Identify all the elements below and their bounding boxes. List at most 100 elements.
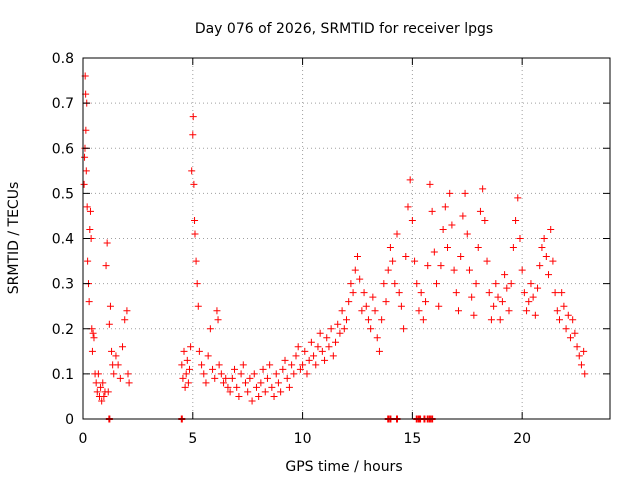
data-point xyxy=(353,253,361,261)
data-point xyxy=(180,347,188,355)
data-point xyxy=(411,257,419,265)
data-point xyxy=(564,311,572,319)
data-point xyxy=(200,370,208,378)
data-point xyxy=(360,289,368,297)
data-point xyxy=(505,307,513,315)
data-point xyxy=(549,257,557,265)
data-point xyxy=(312,361,320,369)
data-point xyxy=(274,379,282,387)
data-point xyxy=(88,347,96,355)
data-point xyxy=(290,370,298,378)
data-point xyxy=(538,244,546,252)
data-point xyxy=(316,329,324,337)
data-point xyxy=(463,230,471,238)
data-point xyxy=(364,316,372,324)
data-point xyxy=(277,388,285,396)
data-point xyxy=(244,388,252,396)
y-tick-label: 0.1 xyxy=(52,367,74,383)
data-point xyxy=(215,361,223,369)
data-point xyxy=(404,203,412,211)
data-point xyxy=(536,262,544,270)
data-point xyxy=(487,316,495,324)
data-point xyxy=(233,383,241,391)
data-point xyxy=(248,397,256,405)
data-point xyxy=(437,262,445,270)
data-point xyxy=(446,189,454,197)
data-point xyxy=(349,289,357,297)
data-point xyxy=(419,316,427,324)
data-point xyxy=(529,293,537,301)
data-point xyxy=(108,347,116,355)
data-point xyxy=(82,167,90,175)
data-point xyxy=(195,347,203,355)
data-point xyxy=(518,266,526,274)
data-point xyxy=(485,289,493,297)
data-point xyxy=(375,347,383,355)
data-point xyxy=(294,343,302,351)
data-point xyxy=(457,253,465,261)
data-point xyxy=(393,230,401,238)
y-tick-label: 0.7 xyxy=(52,96,74,112)
data-point xyxy=(558,289,566,297)
data-point xyxy=(415,307,423,315)
data-point xyxy=(474,244,482,252)
data-point xyxy=(358,307,366,315)
data-point xyxy=(105,320,113,328)
chart-title: Day 076 of 2026, SRMTID for receiver lpg… xyxy=(195,21,493,37)
data-point xyxy=(114,361,122,369)
data-point xyxy=(562,325,570,333)
data-point xyxy=(191,230,199,238)
data-point xyxy=(321,356,329,364)
data-point xyxy=(235,392,243,400)
data-point xyxy=(345,298,353,306)
data-point xyxy=(534,284,542,292)
data-point xyxy=(97,383,105,391)
data-point xyxy=(406,176,414,184)
data-point xyxy=(435,302,443,310)
x-tick-label: 15 xyxy=(403,431,421,447)
data-point xyxy=(279,365,287,373)
data-point xyxy=(545,271,553,279)
data-point xyxy=(296,365,304,373)
data-point xyxy=(424,262,432,270)
x-tick-label: 0 xyxy=(79,431,88,447)
data-point xyxy=(371,307,379,315)
data-point xyxy=(516,235,524,242)
data-point xyxy=(571,329,579,337)
data-point xyxy=(100,392,108,400)
data-point xyxy=(292,352,300,360)
data-point xyxy=(190,180,198,188)
y-tick-label: 0.2 xyxy=(52,322,74,338)
data-point xyxy=(465,266,473,274)
data-point xyxy=(461,189,469,197)
x-tick-labels: 0 5 10 15 20 xyxy=(79,431,532,447)
data-point xyxy=(527,280,535,288)
data-point xyxy=(428,207,436,215)
data-point xyxy=(112,352,120,360)
data-point xyxy=(92,379,100,387)
data-point xyxy=(123,307,131,315)
data-point xyxy=(237,370,245,378)
data-point xyxy=(193,280,201,288)
data-point xyxy=(395,289,403,297)
data-point xyxy=(531,311,539,319)
data-point xyxy=(397,302,405,310)
y-tick-label: 0 xyxy=(65,412,74,428)
data-point xyxy=(299,361,307,369)
data-point xyxy=(402,253,410,261)
data-point xyxy=(362,302,370,310)
data-points xyxy=(80,72,589,423)
data-point xyxy=(490,302,498,310)
data-point xyxy=(202,379,210,387)
data-point xyxy=(386,244,394,252)
y-tick-label: 0.4 xyxy=(52,232,74,248)
data-point xyxy=(338,307,346,315)
data-point xyxy=(494,293,502,301)
data-point xyxy=(430,248,438,256)
data-point xyxy=(520,289,528,297)
data-point xyxy=(182,370,190,378)
data-point xyxy=(241,379,249,387)
data-point xyxy=(303,370,311,378)
data-point xyxy=(121,316,129,324)
data-point xyxy=(192,257,200,265)
